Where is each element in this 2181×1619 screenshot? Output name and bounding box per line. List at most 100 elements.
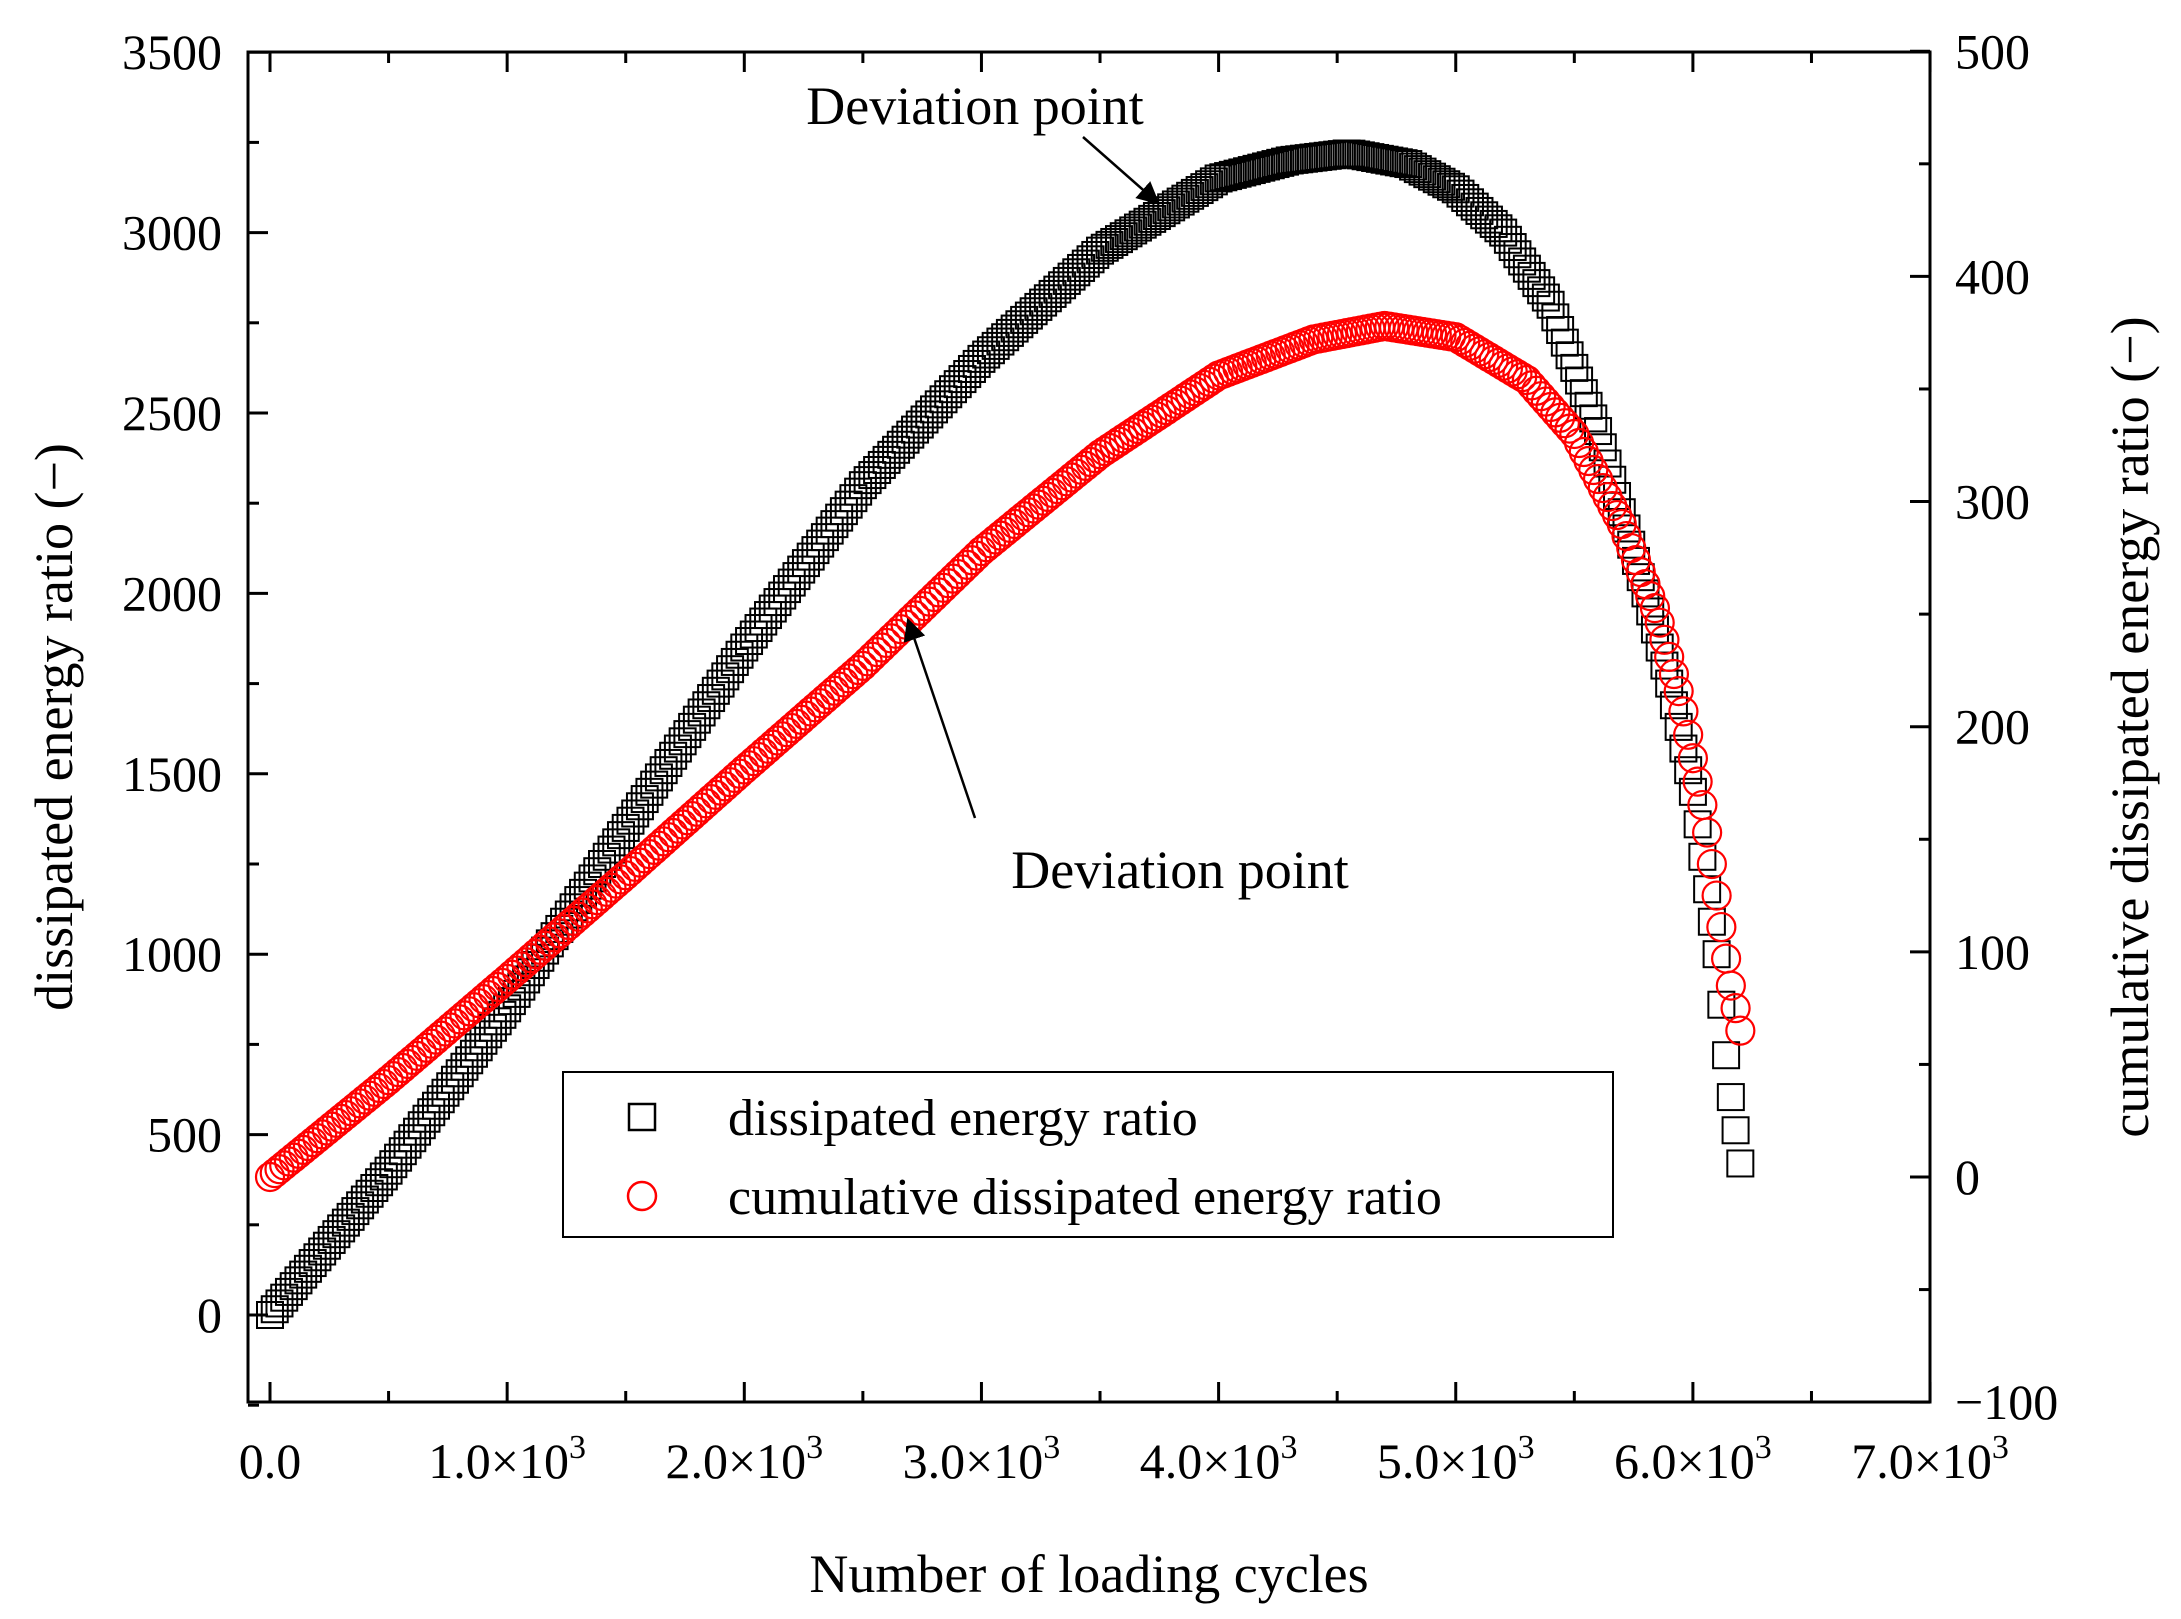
series-1-point-301	[1682, 766, 1713, 797]
y-axis-title: dissipated energy ratio (−)	[24, 443, 84, 1011]
series-0-point-10	[303, 1243, 332, 1272]
annotation-2: Deviation point	[903, 617, 1349, 900]
legend-label-dissipated: dissipated energy ratio	[728, 1090, 1198, 1147]
series-1-point-260	[1488, 350, 1519, 381]
series-1-point-307	[1711, 943, 1742, 974]
series-0-point-145	[943, 370, 972, 399]
series-0-point-14	[322, 1220, 351, 1249]
series-0-point-94	[701, 676, 730, 705]
series-0-point-268	[1527, 276, 1556, 305]
series-0-point-132	[882, 435, 911, 464]
series-0-point-2	[265, 1289, 294, 1318]
series-0-point-194	[1176, 181, 1205, 210]
series-0-point-19	[346, 1191, 375, 1220]
series-0-point-97	[716, 655, 745, 684]
series-1-point-251	[1445, 324, 1476, 356]
series-0-point-269	[1531, 283, 1560, 312]
series-0-point-190	[1157, 193, 1186, 222]
series-0-point-203	[1218, 160, 1247, 189]
series-0-point-92	[692, 691, 721, 720]
series-0-point-1	[260, 1295, 289, 1324]
series-0-point-140	[920, 395, 949, 424]
series-0-point-199	[1199, 167, 1228, 196]
series-1-point-295	[1654, 641, 1685, 673]
series-0-point-265	[1512, 254, 1541, 283]
series-0-point-72	[597, 835, 626, 864]
series-0-point-85	[659, 741, 688, 770]
x-tick-label-4: 4.0×103	[1140, 1429, 1298, 1489]
series-0-point-139	[915, 400, 944, 429]
x-tick-label-7: 7.0×103	[1851, 1429, 2009, 1489]
series-0-point-87	[668, 727, 697, 756]
series-0-point-260	[1489, 218, 1518, 247]
axes-layer: 0.0 1.0×103 2.0×103 3.0×103 4.0×103 5.0×103 6.…	[122, 23, 2058, 1489]
series-0-point-193	[1171, 184, 1200, 213]
series-0-point-267	[1522, 269, 1551, 298]
series-1-point-309	[1720, 993, 1751, 1024]
series-0-point-301	[1683, 810, 1712, 839]
series-0-point-192	[1166, 187, 1195, 216]
series-0-point-310	[1726, 1149, 1755, 1178]
series-0-point-297	[1664, 712, 1693, 741]
x-tick-label-6: 6.0×103	[1614, 1429, 1772, 1489]
series-0-point-3	[270, 1283, 299, 1312]
y2-tick-label-5: 400	[1955, 248, 2030, 304]
series-0-point-212	[1261, 150, 1290, 179]
series-0-point-307	[1712, 1041, 1741, 1070]
x-tick-label-1: 1.0×103	[428, 1429, 586, 1489]
series-1-point-292	[1639, 593, 1671, 624]
series-0-point-15	[327, 1214, 356, 1243]
series-0-point-21	[355, 1179, 384, 1208]
series-0-point-293	[1645, 633, 1674, 662]
series-0-point-6	[284, 1266, 313, 1295]
series-0-point-82	[644, 763, 673, 792]
y-tick-label-4: 2000	[122, 565, 222, 621]
series-0-point-125	[848, 471, 877, 500]
series-0-point-302	[1688, 842, 1717, 871]
legend: dissipated energy ratio cumulative dissi…	[562, 1071, 1614, 1238]
series-0-point-93	[697, 684, 726, 713]
series-0-point-95	[706, 669, 735, 698]
series-0-point-211	[1256, 151, 1285, 180]
series-layer	[254, 139, 1756, 1329]
series-1-point-252	[1450, 327, 1481, 358]
series-0-point-195	[1180, 178, 1209, 207]
series-0-point-182	[1119, 216, 1148, 245]
series-0-point-126	[853, 466, 882, 495]
series-1-point-273	[1549, 408, 1580, 439]
series-0-point-77	[621, 799, 650, 828]
series-1-point-253	[1454, 330, 1486, 361]
series-0-point-90	[682, 705, 711, 734]
series-1-point-293	[1644, 607, 1675, 638]
series-0-point-66	[569, 878, 598, 907]
series-0-point-73	[602, 828, 631, 857]
series-0-point-178	[1100, 227, 1129, 256]
series-1-point-261	[1492, 353, 1524, 384]
annotation-1-arrow	[1082, 136, 1160, 205]
series-1-point-294	[1649, 624, 1680, 655]
series-0-point-175	[1086, 236, 1115, 265]
series-0-point-181	[1114, 219, 1143, 248]
series-0-point-262	[1498, 233, 1527, 262]
series-0-point-133	[886, 430, 915, 459]
series-0-point-5	[279, 1272, 308, 1301]
series-0-point-143	[934, 380, 963, 409]
y2-tick-label-0: −100	[1955, 1374, 2058, 1430]
series-0-point-124	[844, 477, 873, 506]
series-0-point-179	[1104, 225, 1133, 254]
annotation-2-text: Deviation point	[1011, 840, 1348, 900]
x-axis-title: Number of loading cycles	[809, 1544, 1368, 1604]
legend-marker-square	[627, 1102, 657, 1132]
series-0-point-17	[336, 1202, 365, 1231]
series-0-point-91	[687, 698, 716, 727]
series-0-point-89	[678, 712, 707, 741]
series-0-point-308	[1716, 1083, 1745, 1112]
series-0-point-134	[891, 425, 920, 454]
series-1-point-306	[1706, 911, 1737, 943]
series-0-point-11	[308, 1237, 337, 1266]
series-0-point-78	[625, 792, 654, 821]
series-0-point-177	[1095, 230, 1124, 259]
series-0-point-75	[611, 813, 640, 842]
series-0-point-189	[1152, 196, 1181, 225]
series-0-point-76	[616, 806, 645, 835]
